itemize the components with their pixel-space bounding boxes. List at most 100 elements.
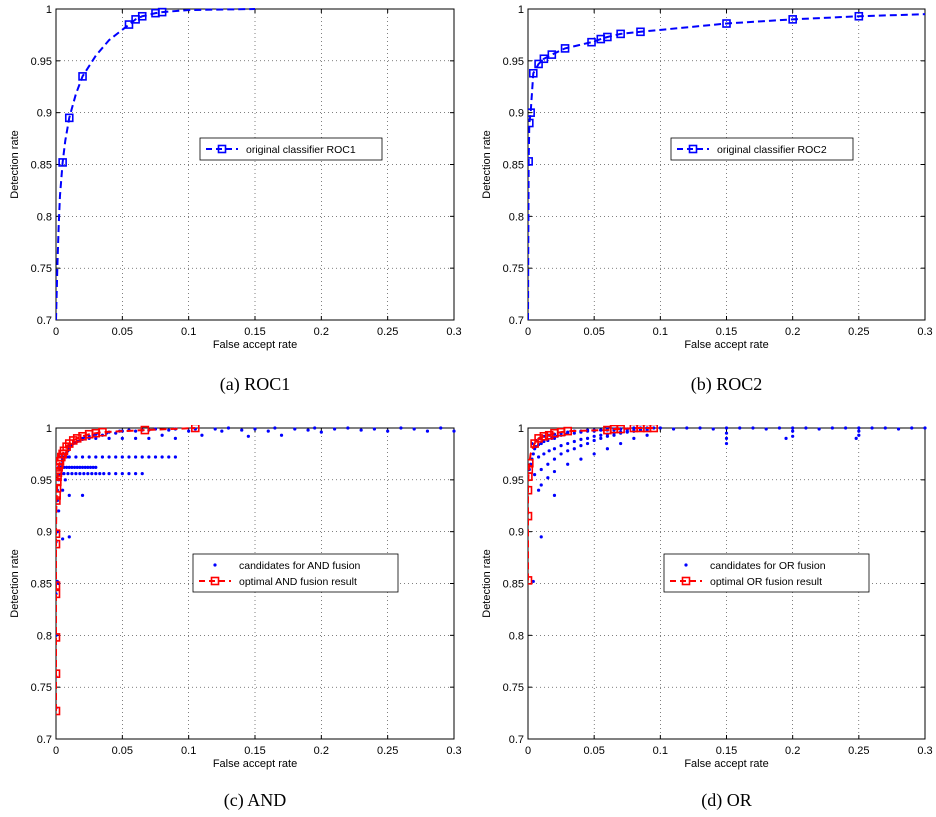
data-point	[167, 455, 171, 459]
data-point	[605, 447, 610, 451]
data-point	[579, 437, 583, 442]
panel-4: 0 0.05 0.1 0.15 0.2 0.25 0.3 0.7 0.75 0.8 0.85 0.9 0…	[481, 423, 933, 811]
y-tick-label: 0.95	[503, 56, 524, 68]
data-marker	[528, 511, 533, 521]
data-marker	[854, 11, 864, 21]
data-point	[57, 509, 61, 513]
data-point	[552, 447, 557, 451]
x-axis-label: False accept rate	[213, 339, 297, 351]
data-marker	[539, 431, 549, 441]
data-point	[253, 427, 257, 431]
y-tick-label: 0.95	[503, 475, 524, 487]
data-point	[539, 535, 543, 539]
data-point	[61, 537, 65, 541]
data-marker	[72, 434, 82, 443]
data-marker	[56, 706, 61, 716]
data-point	[539, 483, 543, 487]
x-tick-label: 0.25	[377, 745, 398, 757]
data-point	[685, 426, 689, 430]
series-line	[56, 8, 256, 321]
data-point	[147, 436, 151, 440]
data-point	[412, 427, 416, 431]
data-point	[698, 426, 702, 430]
data-point	[67, 455, 71, 459]
data-marker	[547, 50, 557, 59]
data-point	[74, 455, 78, 459]
data-point	[386, 429, 390, 433]
data-point	[114, 472, 118, 476]
x-axis-label: False accept rate	[684, 758, 768, 770]
data-point	[452, 429, 456, 433]
data-point	[751, 426, 755, 430]
data-point	[896, 427, 901, 431]
legend: candidates for AND fusion optimal AND fus…	[192, 553, 399, 593]
panel-caption: (b) ROC2	[691, 374, 763, 395]
x-tick-label: 0.3	[917, 745, 932, 757]
y-tick-label: 0.75	[503, 263, 524, 275]
y-tick-label: 0.9	[509, 527, 524, 539]
data-marker	[534, 434, 543, 443]
data-point	[319, 430, 323, 434]
data-point	[552, 457, 557, 461]
plot-area	[56, 7, 256, 321]
x-tick-label: 0.3	[917, 326, 932, 338]
x-axis-label: False accept rate	[213, 758, 297, 770]
data-point	[566, 462, 570, 466]
y-tick-label: 0.75	[31, 263, 52, 275]
data-point	[585, 441, 590, 446]
y-tick-label: 0.95	[31, 475, 52, 487]
y-tick-label: 0.85	[31, 579, 52, 591]
data-point	[279, 433, 284, 437]
data-marker	[124, 20, 134, 29]
legend-marker	[210, 576, 220, 586]
data-marker	[649, 425, 659, 433]
legend-label: optimal AND fusion result	[239, 576, 357, 588]
y-tick-label: 0.8	[37, 630, 52, 642]
data-point	[61, 488, 65, 492]
data-marker	[528, 576, 533, 585]
data-point	[542, 439, 546, 444]
data-point	[160, 433, 164, 437]
y-tick-label: 0.7	[37, 315, 52, 327]
data-marker	[528, 108, 535, 117]
data-point	[817, 427, 821, 431]
data-point	[127, 455, 131, 459]
x-tick-label: 0.15	[244, 745, 265, 757]
data-point	[399, 426, 403, 430]
y-tick-label: 0.7	[509, 315, 524, 327]
data-point	[724, 436, 729, 440]
x-tick-label: 0.15	[244, 326, 265, 338]
y-tick-label: 1	[46, 423, 52, 435]
data-marker	[616, 29, 625, 39]
y-tick-label: 0.85	[31, 160, 52, 172]
data-point	[67, 465, 71, 469]
data-point	[804, 426, 808, 430]
data-point	[870, 426, 874, 430]
legend-box	[670, 137, 854, 161]
data-point	[566, 430, 570, 434]
y-tick-label: 0.7	[37, 734, 52, 746]
data-point	[333, 427, 337, 431]
data-point	[80, 455, 85, 459]
data-point	[134, 455, 138, 459]
data-point	[62, 472, 66, 476]
data-point	[70, 465, 74, 469]
data-point	[883, 426, 887, 430]
data-point	[546, 476, 550, 480]
data-point	[791, 426, 795, 430]
data-point	[91, 465, 95, 469]
data-point	[791, 429, 795, 433]
data-marker	[56, 468, 63, 477]
y-tick-label: 0.85	[503, 579, 524, 591]
data-point	[791, 434, 795, 438]
data-point	[140, 455, 144, 459]
data-marker	[56, 581, 61, 590]
data-point	[857, 433, 861, 437]
plot-area	[528, 11, 926, 321]
data-marker	[616, 425, 625, 434]
data-point	[724, 441, 729, 446]
legend-marker	[217, 144, 227, 154]
data-point	[830, 426, 834, 430]
data-point	[579, 457, 583, 461]
data-point	[94, 455, 98, 459]
